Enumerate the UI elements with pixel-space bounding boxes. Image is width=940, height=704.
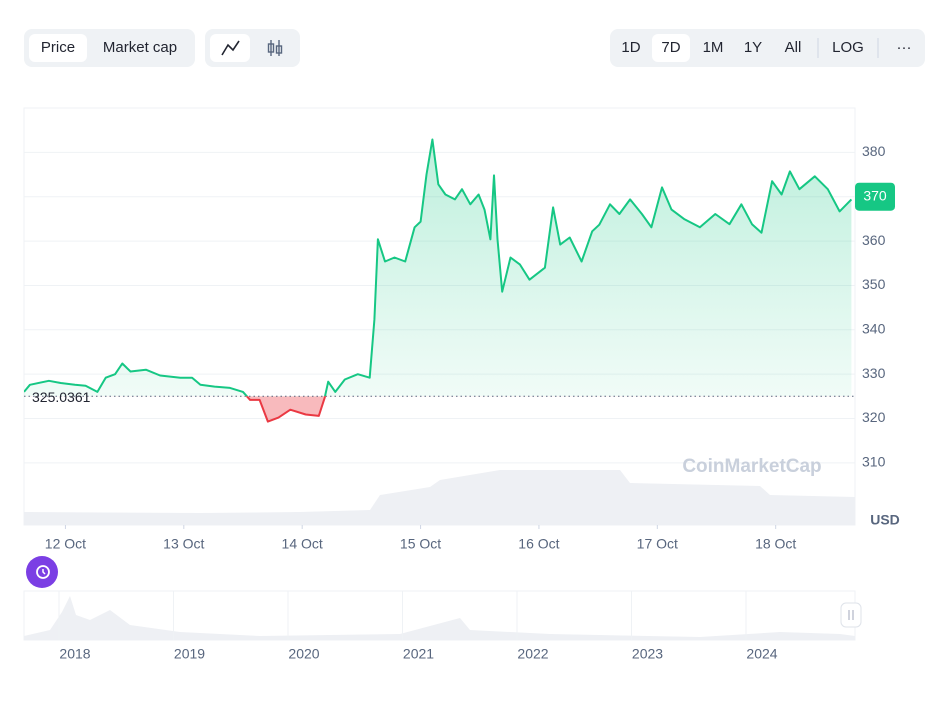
x-tick-label: 18 Oct [755, 536, 796, 552]
candle-icon[interactable] [267, 40, 283, 56]
navigator-label: 2023 [632, 646, 663, 662]
range-button[interactable]: 1D [621, 39, 640, 56]
up-area [24, 139, 852, 397]
y-tick-label: 360 [862, 232, 886, 248]
range-button[interactable]: 7D [661, 39, 680, 56]
current-price-tag [855, 182, 895, 211]
x-tick-label: 17 Oct [637, 536, 678, 552]
y-tick-label: 380 [862, 143, 886, 159]
navigator-label: 2019 [174, 646, 205, 662]
price-button[interactable]: Price [41, 39, 75, 56]
line-icon [221, 40, 240, 56]
y-tick-label: 310 [862, 454, 886, 470]
market-cap-button[interactable]: Market cap [103, 39, 177, 56]
navigator-label: 2021 [403, 646, 434, 662]
more-button[interactable]: ··· [897, 39, 912, 56]
range-button[interactable]: 1M [703, 39, 724, 56]
history-icon [36, 565, 50, 579]
log-button[interactable]: LOG [832, 39, 864, 56]
price-line-up [24, 138, 853, 397]
x-tick-label: 12 Oct [45, 536, 86, 552]
navigator-label: 2024 [746, 646, 777, 662]
unit-label: USD [870, 512, 900, 528]
x-tick-label: 15 Oct [400, 536, 441, 552]
navigator-area [24, 596, 855, 640]
navigator-label: 2022 [517, 646, 548, 662]
y-tick-label: 350 [862, 276, 886, 292]
volume-area [24, 470, 855, 525]
active-pill [652, 34, 690, 62]
current-price-label: 370 [863, 187, 887, 203]
baseline-label: 325.0361 [32, 389, 91, 405]
history-icon [42, 569, 46, 575]
history-button[interactable] [26, 556, 58, 588]
navigator-label: 2018 [59, 646, 90, 662]
watermark: CoinMarketCap [682, 456, 821, 477]
x-tick-label: 13 Oct [163, 536, 204, 552]
navigator-label: 2020 [288, 646, 319, 662]
y-tick-label: 340 [862, 321, 886, 337]
navigator-handle[interactable] [840, 602, 862, 628]
x-tick-label: 16 Oct [518, 536, 559, 552]
range-button[interactable]: 1Y [744, 39, 762, 56]
range-button[interactable]: All [785, 39, 802, 56]
x-tick-label: 14 Oct [282, 536, 323, 552]
y-tick-label: 330 [862, 365, 886, 381]
active-pill [29, 34, 87, 62]
y-tick-label: 320 [862, 409, 886, 425]
